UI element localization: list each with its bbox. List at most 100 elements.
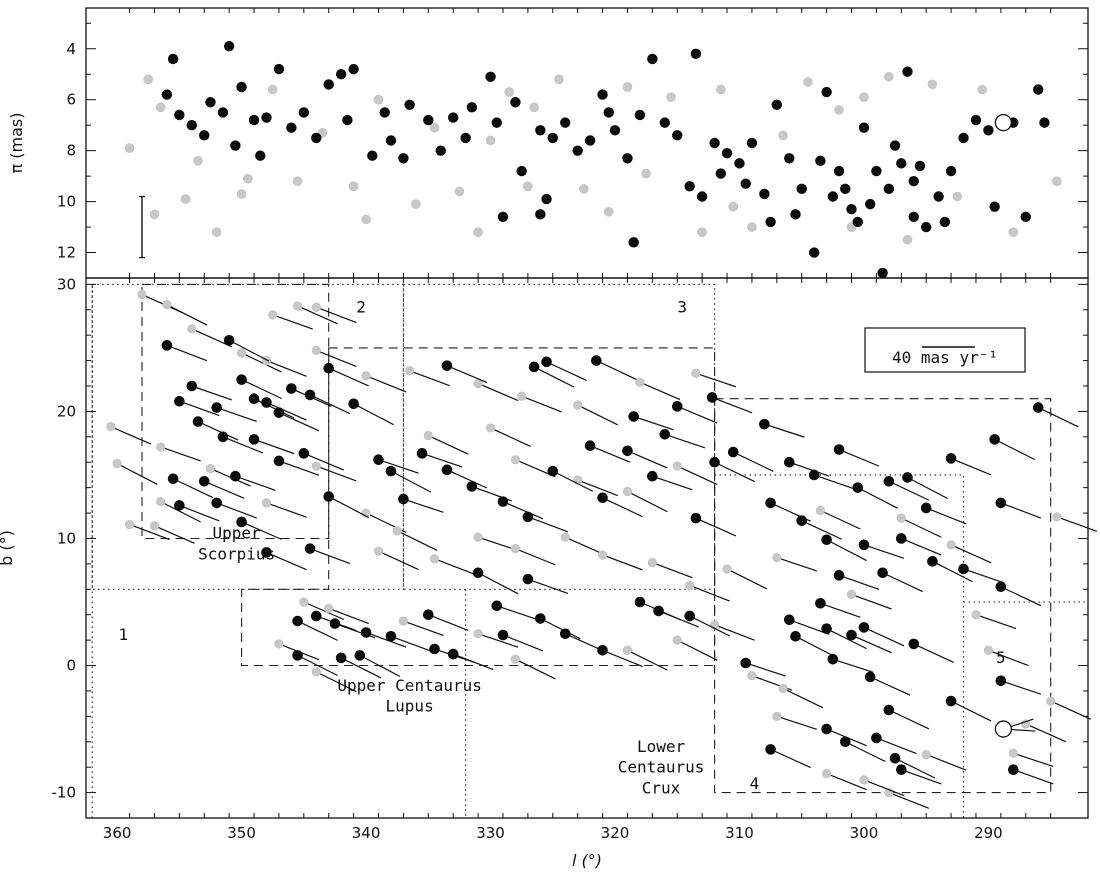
black-vector-line [452,653,494,671]
region-labels: 1 2 3 4 5 Upper Scorpius Upper Centaurus Lupus Lo… [119,297,1006,797]
black-vector-dot [622,445,633,457]
black-vector-dot [945,453,957,464]
top-black-point [286,122,297,133]
black-vector-dot [447,648,459,660]
black-vector-line [179,504,220,522]
grey-vector-line [297,305,338,325]
top-black-point [945,165,957,177]
black-vector-dot [895,533,907,544]
grey-vector-dot [137,289,147,300]
grey-vector-line [975,614,1017,630]
grey-vector-line [316,349,357,368]
grey-vector-line [328,607,369,625]
grey-vector-dot [896,513,906,523]
black-vector-dot [248,393,260,405]
grey-vector-line [639,381,681,401]
grey-vector-line [1013,752,1054,768]
black-vector-line [813,474,855,490]
grey-vector-dot [392,526,402,536]
top-grey-point [859,92,869,102]
top-grey-point [155,102,166,113]
grey-vector-line [116,462,158,485]
grey-vector-dot [685,580,695,591]
black-vector-dot [852,482,864,493]
black-vector-dot [422,609,434,621]
top-grey-point [267,84,278,95]
black-vector-line [166,344,208,362]
grey-vector-dot [622,486,633,497]
black-vector-dot [298,448,310,459]
black-vector-dot [416,448,428,459]
black-vector-line [845,741,886,763]
grey-vector-line [160,446,201,462]
grey-vector-dot [293,301,303,311]
grey-vector-line [241,352,282,373]
black-vector-line [253,438,295,455]
black-vector-dot [902,472,913,483]
x-tick-label: 290 [974,824,1003,842]
grey-vector-line [490,427,531,447]
black-vector-line [745,662,786,677]
grey-vector-dot [112,458,122,469]
top-black-point [983,125,994,136]
black-vector-line [589,445,631,463]
top-grey-point [977,84,987,95]
black-vector-line [1037,407,1079,428]
black-vector-line [1013,769,1054,785]
black-vector-dot [783,614,795,626]
top-black-point [584,135,596,146]
scale-bar-legend: 40 mas yr⁻¹ [864,327,1026,373]
top-grey-point [411,199,421,209]
top-black-point [379,107,390,118]
grey-vector-line [689,584,730,602]
top-black-point [989,201,1000,212]
top-grey-point [236,189,247,199]
black-vector-dot [765,744,776,755]
top-black-point [709,137,720,149]
top-black-point [597,89,608,100]
black-vector-dot [522,511,534,523]
black-vector-dot [167,473,179,485]
bottom-y-tick-labels: -10 0 10 20 30 [52,275,77,801]
black-vector-line [533,366,575,388]
grey-vector-line [851,593,892,610]
grey-vector-dot [485,423,496,433]
black-vector-dot [659,428,671,440]
black-vector-dot [559,628,571,640]
top-black-point [447,112,459,123]
grey-vector-line [515,658,556,680]
grey-vector-dot [622,645,633,655]
top-grey-point [143,74,154,85]
top-black-point [497,211,509,223]
x-tick-label: 350 [227,824,256,842]
black-vector-line [328,496,369,519]
black-vector-line [857,487,899,509]
top-black-point [541,193,552,205]
black-vector-dot [541,356,552,368]
grey-vector-line [782,687,824,709]
black-vector-line [689,615,730,637]
black-vector-line [446,365,488,384]
grey-vector-dot [473,629,483,639]
black-vector-dot [491,600,503,612]
black-vector-dot [815,597,826,609]
black-vector-dot [323,491,335,502]
grey-vector-dot [859,775,869,785]
grey-vector-line [166,304,208,326]
region-label-5: 5 [996,648,1006,667]
black-vector-line [353,403,394,426]
black-vector-line [340,657,382,679]
grey-vector-line [272,314,313,330]
black-vector-line [216,407,257,422]
black-vector-line [869,676,911,696]
black-vector-line [596,360,637,380]
black-vector-dot [920,502,932,514]
grey-vector-dot [106,422,116,432]
top-grey-point [504,87,515,97]
black-vector-dot [765,497,776,509]
grey-vector-dot [156,497,166,507]
black-vector-line [390,470,432,493]
black-vector-line [403,498,444,513]
black-vector-line [789,461,830,477]
